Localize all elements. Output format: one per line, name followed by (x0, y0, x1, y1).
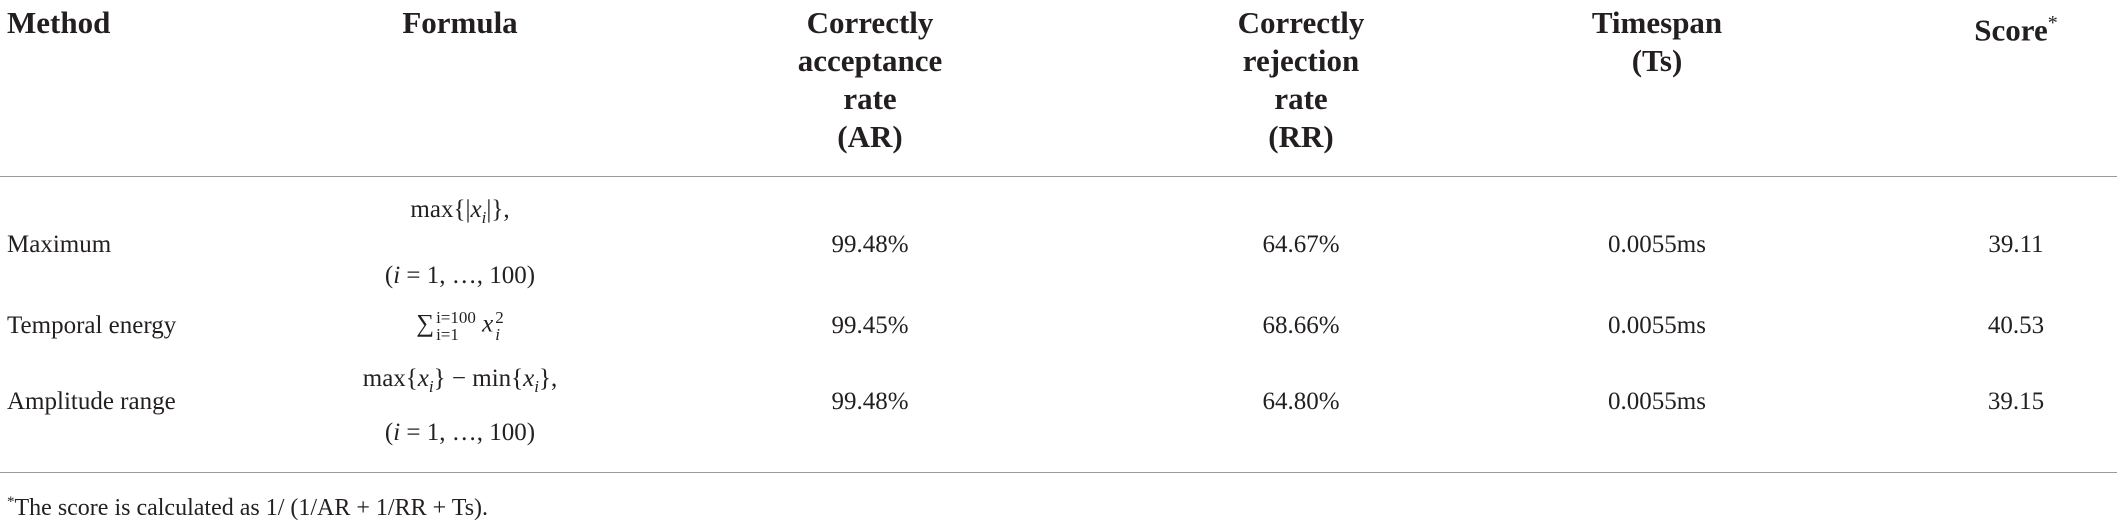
footnote: *The score is calculated as 1/ (1/AR + 1… (7, 494, 488, 522)
header-text: rate (1274, 81, 1328, 116)
method: Amplitude range (7, 388, 176, 415)
formula-var: i (393, 262, 401, 289)
header-text: acceptance (797, 43, 943, 78)
footnote-text: The score is calculated as 1/ (1/AR + 1/… (14, 495, 489, 521)
header-text: (Ts) (1631, 43, 1683, 78)
footnote-mark: * (7, 494, 15, 510)
formula-part: |}, (486, 196, 510, 223)
formula-part: }, (538, 365, 558, 392)
method: Maximum (7, 231, 112, 258)
header-text: Formula (402, 5, 518, 40)
header-line: Score* (1974, 4, 2057, 49)
header-text: (RR) (1268, 119, 1334, 154)
ar: 99.48% (831, 388, 909, 415)
formula-sup: 2 (495, 308, 504, 327)
formula-index: i (534, 377, 539, 396)
ar: 99.45% (831, 312, 909, 339)
bottom-rule (0, 472, 2117, 473)
formula-sub: i (495, 325, 500, 344)
header-text: Method (7, 5, 111, 40)
formula-sub: i=1 (436, 325, 459, 344)
ar: 99.48% (831, 231, 909, 258)
score: 39.11 (1988, 231, 2044, 258)
header-text: Timespan (1591, 5, 1723, 40)
score: 39.15 (1987, 388, 2045, 415)
formula-line: (i = 1, …, 100) (385, 419, 535, 447)
header-text: Score (1974, 12, 2048, 48)
formula-sup: i=100 (436, 308, 476, 327)
header-text: rejection (1242, 43, 1360, 78)
header-rule (0, 176, 2117, 177)
header-formula: Formula (402, 4, 517, 42)
header-ts: Timespan (Ts) (1592, 4, 1722, 80)
formula-index: i (481, 208, 487, 227)
ts: 0.0055ms (1608, 388, 1706, 415)
header-text: Correctly (1237, 5, 1365, 40)
header-rr: Correctly rejection rate (RR) (1238, 4, 1365, 156)
formula-part: ( (384, 419, 394, 446)
rr: 64.80% (1262, 388, 1340, 415)
formula-part: max{| (410, 196, 471, 223)
header-text: (AR) (837, 119, 903, 154)
header-ar: Correctly acceptance rate (AR) (798, 4, 943, 156)
formula-var: i (393, 419, 401, 446)
limits: i=100 i=1 (436, 309, 476, 343)
formula-line: (i = 1, …, 100) (385, 262, 535, 290)
header-method: Method (7, 4, 110, 42)
formula-part: ∑ (416, 310, 435, 338)
formula-part: max{ (362, 365, 418, 392)
header-text: Correctly (806, 5, 934, 40)
formula-var: x (470, 196, 482, 223)
formula-line: max{xi} − min{xi}, (363, 365, 557, 397)
rr: 64.67% (1262, 231, 1340, 258)
formula-index: i (428, 377, 434, 396)
ts: 0.0055ms (1608, 231, 1706, 258)
formula-part: = 1, …, 100) (400, 419, 536, 446)
formula-var: x (417, 365, 429, 392)
ts: 0.0055ms (1608, 312, 1706, 339)
formula-part: = 1, …, 100) (400, 262, 536, 289)
header-score: Score* (1974, 4, 2057, 49)
footnote-mark: * (2047, 12, 2058, 34)
method: Temporal energy (7, 312, 177, 339)
formula-part: ( (384, 262, 394, 289)
formula-line: max{|xi|}, (410, 196, 509, 228)
formula-part: } − min{ (433, 365, 524, 392)
header-text: rate (843, 81, 897, 116)
formula-var: x (482, 310, 494, 338)
formula-var: x (523, 365, 535, 392)
score: 40.53 (1987, 312, 2045, 339)
rr: 68.66% (1262, 312, 1340, 339)
